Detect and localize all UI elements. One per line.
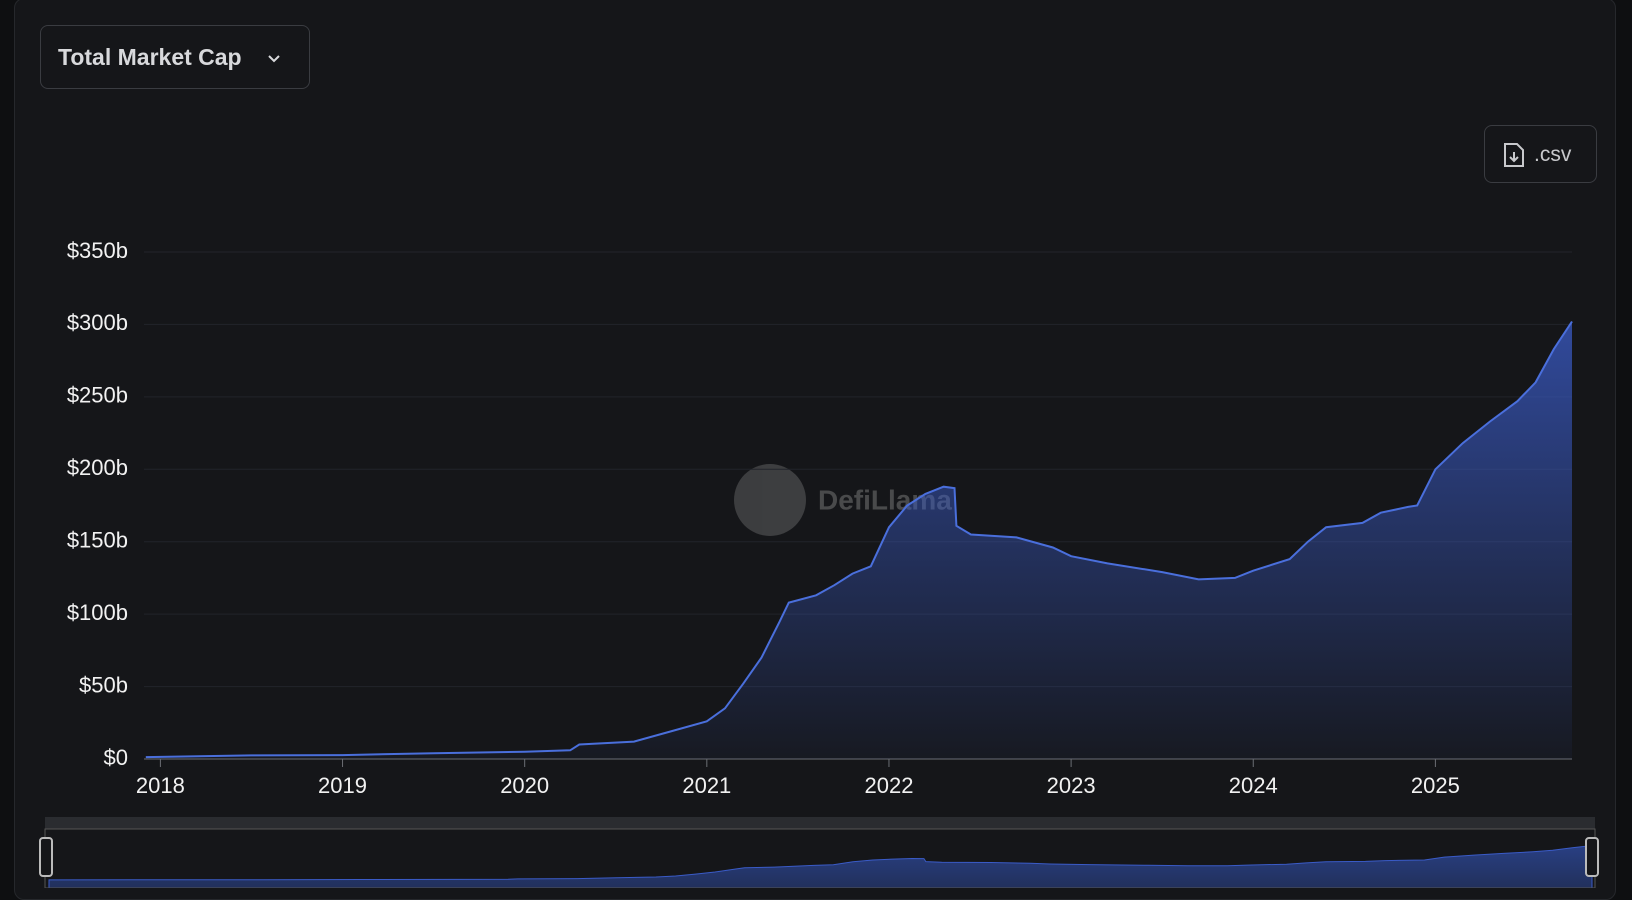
y-tick-label: $50b: [79, 672, 128, 697]
metric-selector[interactable]: Total Market Cap: [40, 25, 310, 89]
area-fill: [145, 321, 1572, 759]
y-tick-label: $250b: [67, 383, 128, 408]
slider-track: [45, 817, 1595, 829]
x-tick-label: 2025: [1411, 773, 1460, 798]
csv-button[interactable]: .csv: [1484, 125, 1597, 183]
y-tick-label: $200b: [67, 455, 128, 480]
file-icon: [1504, 143, 1524, 167]
x-tick-label: 2020: [500, 773, 549, 798]
x-tick-label: 2019: [318, 773, 367, 798]
y-tick-label: $300b: [67, 310, 128, 335]
x-tick-label: 2022: [864, 773, 913, 798]
x-tick-label: 2024: [1229, 773, 1278, 798]
csv-label: .csv: [1534, 143, 1572, 166]
overview-area: [48, 844, 1593, 888]
area-line: [145, 320, 1573, 759]
y-tick-label: $0: [104, 745, 128, 770]
chevron: [268, 55, 280, 63]
x-tick-label: 2018: [136, 773, 185, 798]
x-tick-label: 2021: [682, 773, 731, 798]
x-tick-label: 2023: [1047, 773, 1096, 798]
slider-handle-right[interactable]: [1585, 837, 1599, 877]
y-tick-label: $150b: [67, 528, 128, 553]
y-tick-label: $100b: [67, 600, 128, 625]
y-tick-label: $350b: [67, 238, 128, 263]
slider-handle-left[interactable]: [39, 837, 53, 877]
selector-label: Total Market Cap: [58, 44, 242, 70]
